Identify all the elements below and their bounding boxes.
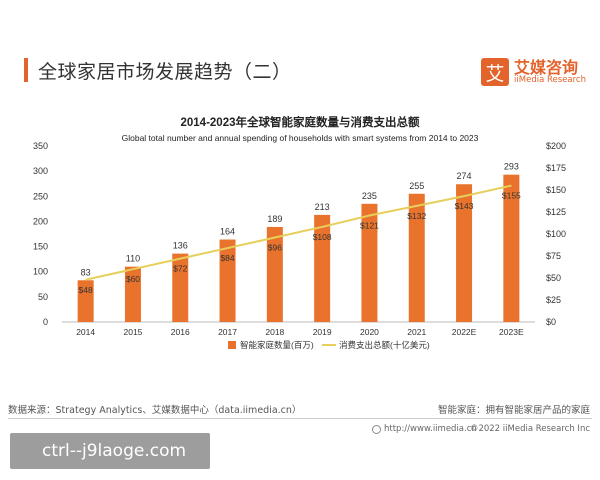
line-value-label: $48: [79, 285, 93, 295]
x-tick-label: 2016: [171, 327, 190, 337]
bar: [361, 203, 378, 322]
x-tick-label: 2023E: [499, 327, 524, 337]
x-tick-label: 2015: [123, 327, 142, 337]
logo-name-en: iiMedia Research: [514, 75, 586, 86]
legend-bar-swatch: [228, 341, 236, 349]
bar-value-label: 110: [126, 254, 140, 264]
y-left-tick-label: 350: [33, 141, 48, 151]
line-value-label: $155: [502, 191, 521, 201]
bar-value-label: 83: [81, 267, 91, 277]
x-tick-label: 2017: [218, 327, 237, 337]
logo-mark: 艾: [481, 58, 510, 86]
bar-value-label: 293: [504, 162, 519, 172]
bar: [266, 226, 283, 322]
bar: [172, 253, 189, 322]
bar: [219, 239, 236, 322]
bar-value-label: 255: [409, 181, 424, 191]
line-value-label: $60: [126, 274, 140, 284]
line-value-label: $72: [173, 264, 187, 274]
footer-url[interactable]: http://www.iimedia.cn: [372, 424, 477, 434]
title-accent-bar: [24, 58, 28, 82]
y-left-tick-label: 50: [38, 292, 48, 302]
line-value-label: $108: [313, 232, 332, 242]
bar-value-label: 213: [315, 202, 330, 212]
line-value-label: $143: [455, 201, 474, 211]
line-value-label: $132: [407, 211, 426, 221]
y-right-tick-label: $0: [546, 317, 556, 327]
globe-icon: [372, 424, 381, 434]
x-tick-label: 2021: [407, 327, 426, 337]
x-tick-label: 2020: [360, 327, 379, 337]
footer-url-text[interactable]: http://www.iimedia.cn: [384, 424, 477, 434]
bar-value-label: 189: [267, 214, 282, 224]
y-right-tick-label: $50: [546, 273, 561, 283]
bar: [314, 214, 331, 322]
x-tick-label: 2014: [76, 327, 95, 337]
footer-copyright: ©2022 iiMedia Research Inc: [469, 424, 590, 434]
y-left-tick-label: 0: [43, 317, 48, 327]
y-right-tick-label: $150: [546, 185, 566, 195]
x-tick-label: 2019: [313, 327, 332, 337]
footer-note: 智能家庭：拥有智能家居产品的家庭: [437, 405, 590, 416]
legend-bar-label: 智能家庭数量(百万): [240, 340, 314, 350]
y-right-tick-label: $25: [546, 295, 561, 305]
y-left-tick-label: 250: [33, 191, 48, 201]
y-right-tick-label: $175: [546, 163, 566, 173]
line-value-label: $84: [220, 253, 234, 263]
watermark: ctrl--j9laoge.com: [10, 433, 210, 469]
footer-source: 数据来源：Strategy Analytics、艾媒数据中心（data.iime…: [8, 405, 302, 416]
y-left-tick-label: 150: [33, 242, 48, 252]
bar: [503, 174, 520, 322]
bar-value-label: 164: [220, 227, 235, 237]
y-left-tick-label: 200: [33, 216, 48, 226]
bar-value-label: 136: [173, 241, 188, 251]
y-right-tick-label: $125: [546, 207, 566, 217]
x-tick-label: 2018: [265, 327, 284, 337]
y-left-tick-label: 300: [33, 166, 48, 176]
y-right-tick-label: $75: [546, 251, 561, 261]
page-title-wrap: 全球家居市场发展趋势（二）: [24, 56, 292, 84]
chart-subtitle: Global total number and annual spending …: [122, 133, 479, 143]
y-left-tick-label: 100: [33, 267, 48, 277]
bar: [408, 193, 425, 322]
spending-line: [85, 184, 512, 281]
bar-value-label: 235: [362, 191, 377, 201]
footer-divider: [8, 418, 592, 419]
page-title: 全球家居市场发展趋势（二）: [38, 60, 292, 83]
line-value-label: $121: [360, 221, 379, 231]
bar: [77, 280, 94, 322]
bar: [124, 266, 141, 322]
logo-name-cn: 艾媒咨询: [514, 57, 579, 77]
y-right-tick-label: $100: [546, 229, 566, 239]
y-right-tick-label: $200: [546, 141, 566, 151]
logo: 艾 艾媒咨询 iiMedia Research: [481, 58, 586, 86]
chart: 2014-2023年全球智能家庭数量与消费支出总额 Global total nu…: [33, 115, 566, 350]
x-tick-label: 2022E: [452, 327, 477, 337]
bar: [456, 184, 473, 322]
line-value-label: $96: [268, 243, 282, 253]
chart-title: 2014-2023年全球智能家庭数量与消费支出总额: [181, 115, 420, 129]
bar-value-label: 274: [457, 171, 472, 181]
legend-line-label: 消费支出总额(十亿美元): [339, 340, 430, 350]
